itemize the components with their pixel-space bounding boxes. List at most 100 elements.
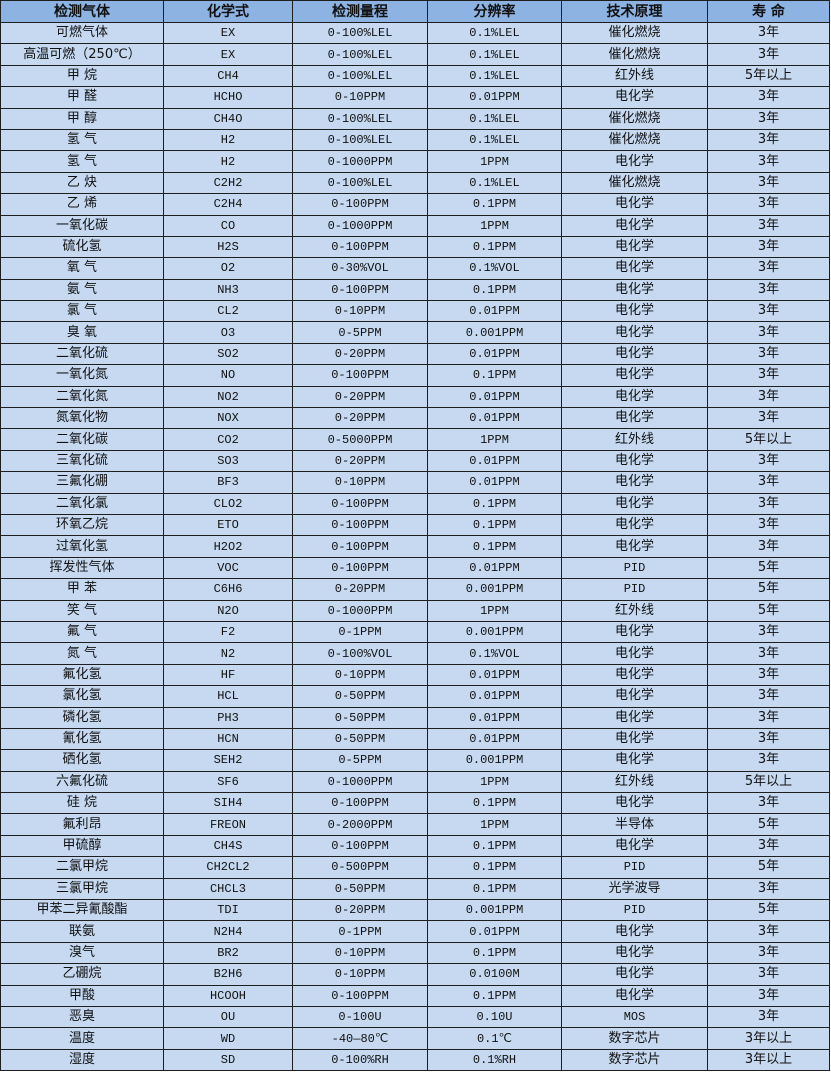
resolution-cell: 0.10U <box>427 1005 562 1029</box>
principle-cell: 光学波导 <box>561 877 708 901</box>
table-row: 环氧乙烷 ETO 0-100PPM 0.1PPM 电化学 3年 <box>0 513 830 537</box>
range-cell: 0-100%LEL <box>292 128 428 152</box>
table-row: 过氧化氢 H2O2 0-100PPM 0.1PPM 电化学 3年 <box>0 535 830 558</box>
resolution-cell: 1PPM <box>427 214 562 237</box>
resolution-cell: 0.01PPM <box>427 706 562 729</box>
principle-cell: 电化学 <box>561 150 708 173</box>
formula-cell: CH4 <box>163 64 293 88</box>
gas-name-cell: 温度 <box>0 1027 164 1050</box>
formula-cell: SIH4 <box>163 792 293 815</box>
table-row: 氟 气 F2 0-1PPM 0.001PPM 电化学 3年 <box>0 620 830 644</box>
principle-cell: 电化学 <box>561 300 708 323</box>
resolution-cell: 0.01PPM <box>427 86 562 109</box>
table-row: 湿度 SD 0-100%RH 0.1%RH 数字芯片 3年以上 <box>0 1048 830 1072</box>
formula-cell: CL2 <box>163 300 293 323</box>
lifetime-cell: 3年 <box>707 513 830 537</box>
table-row: 氮 气 N2 0-100%VOL 0.1%VOL 电化学 3年 <box>0 642 830 665</box>
principle-cell: 数字芯片 <box>561 1027 708 1050</box>
range-cell: 0-100PPM <box>292 492 428 515</box>
resolution-cell: 0.0100M <box>427 963 562 986</box>
lifetime-cell: 3年 <box>707 663 830 687</box>
formula-cell: H2S <box>163 235 293 259</box>
principle-cell: 电化学 <box>561 963 708 986</box>
gas-name-cell: 氰化氢 <box>0 727 164 751</box>
principle-cell: 催化燃烧 <box>561 171 708 195</box>
gas-name-cell: 甲硫醇 <box>0 834 164 858</box>
table-row: 氮氧化物 NOX 0-20PPM 0.01PPM 电化学 3年 <box>0 407 830 430</box>
table-row: 二氧化氮 NO2 0-20PPM 0.01PPM 电化学 3年 <box>0 385 830 409</box>
principle-cell: 电化学 <box>561 471 708 494</box>
principle-cell: PID <box>561 856 708 879</box>
principle-cell: 电化学 <box>561 642 708 665</box>
resolution-cell: 1PPM <box>427 770 562 794</box>
principle-cell: 催化燃烧 <box>561 107 708 130</box>
header-gas: 检测气体 <box>0 0 164 23</box>
formula-cell: NO2 <box>163 385 293 409</box>
resolution-cell: 0.1PPM <box>427 278 562 302</box>
formula-cell: HCHO <box>163 86 293 109</box>
principle-cell: 电化学 <box>561 620 708 644</box>
gas-name-cell: 六氟化硫 <box>0 770 164 794</box>
range-cell: 0-1000PPM <box>292 599 428 622</box>
table-row: 高温可燃（250℃） EX 0-100%LEL 0.1%LEL 催化燃烧 3年 <box>0 43 830 66</box>
gas-name-cell: 三氟化硼 <box>0 471 164 494</box>
gas-name-cell: 一氧化碳 <box>0 214 164 237</box>
range-cell: 0-100PPM <box>292 278 428 302</box>
principle-cell: 电化学 <box>561 727 708 751</box>
formula-cell: CO2 <box>163 428 293 451</box>
formula-cell: SO3 <box>163 449 293 473</box>
range-cell: 0-100PPM <box>292 535 428 558</box>
range-cell: 0-30%VOL <box>292 257 428 280</box>
resolution-cell: 0.1%LEL <box>427 64 562 88</box>
lifetime-cell: 3年以上 <box>707 1027 830 1050</box>
lifetime-cell: 3年 <box>707 685 830 708</box>
resolution-cell: 0.1PPM <box>427 535 562 558</box>
table-row: 氢 气 H2 0-1000PPM 1PPM 电化学 3年 <box>0 150 830 173</box>
principle-cell: 电化学 <box>561 278 708 302</box>
range-cell: 0-100%LEL <box>292 64 428 88</box>
range-cell: 0-1000PPM <box>292 214 428 237</box>
range-cell: 0-50PPM <box>292 727 428 751</box>
lifetime-cell: 3年 <box>707 107 830 130</box>
principle-cell: 电化学 <box>561 513 708 537</box>
lifetime-cell: 3年 <box>707 449 830 473</box>
range-cell: 0-100%LEL <box>292 21 428 45</box>
resolution-cell: 0.1%RH <box>427 1048 562 1072</box>
principle-cell: 催化燃烧 <box>561 128 708 152</box>
resolution-cell: 0.1%VOL <box>427 257 562 280</box>
range-cell: 0-100PPM <box>292 556 428 580</box>
table-row: 二氯甲烷 CH2CL2 0-500PPM 0.1PPM PID 5年 <box>0 856 830 879</box>
gas-name-cell: 硅 烷 <box>0 792 164 815</box>
table-row: 六氟化硫 SF6 0-1000PPM 1PPM 红外线 5年以上 <box>0 770 830 794</box>
range-cell: 0-100PPM <box>292 984 428 1007</box>
gas-name-cell: 氯 气 <box>0 300 164 323</box>
lifetime-cell: 3年 <box>707 920 830 943</box>
resolution-cell: 0.01PPM <box>427 342 562 366</box>
range-cell: 0-20PPM <box>292 899 428 922</box>
formula-cell: C6H6 <box>163 578 293 601</box>
gas-name-cell: 溴气 <box>0 941 164 965</box>
table-row: 氟化氢 HF 0-10PPM 0.01PPM 电化学 3年 <box>0 663 830 687</box>
lifetime-cell: 3年 <box>707 257 830 280</box>
gas-name-cell: 氯化氢 <box>0 685 164 708</box>
formula-cell: BF3 <box>163 471 293 494</box>
table-row: 硒化氢 SEH2 0-5PPM 0.001PPM 电化学 3年 <box>0 749 830 772</box>
table-row: 甲 醇 CH4O 0-100%LEL 0.1%LEL 催化燃烧 3年 <box>0 107 830 130</box>
lifetime-cell: 5年 <box>707 599 830 622</box>
table-row: 氰化氢 HCN 0-50PPM 0.01PPM 电化学 3年 <box>0 727 830 751</box>
gas-name-cell: 甲 烷 <box>0 64 164 88</box>
principle-cell: 电化学 <box>561 214 708 237</box>
range-cell: 0-5PPM <box>292 321 428 344</box>
principle-cell: 红外线 <box>561 770 708 794</box>
principle-cell: 电化学 <box>561 342 708 366</box>
table-row: 硫化氢 H2S 0-100PPM 0.1PPM 电化学 3年 <box>0 235 830 259</box>
table-row: 甲 烷 CH4 0-100%LEL 0.1%LEL 红外线 5年以上 <box>0 64 830 88</box>
principle-cell: 电化学 <box>561 834 708 858</box>
gas-name-cell: 一氧化氮 <box>0 364 164 387</box>
gas-name-cell: 笑 气 <box>0 599 164 622</box>
gas-name-cell: 湿度 <box>0 1048 164 1072</box>
principle-cell: 电化学 <box>561 407 708 430</box>
gas-name-cell: 氟 气 <box>0 620 164 644</box>
table-row: 挥发性气体 VOC 0-100PPM 0.01PPM PID 5年 <box>0 556 830 580</box>
formula-cell: HCL <box>163 685 293 708</box>
